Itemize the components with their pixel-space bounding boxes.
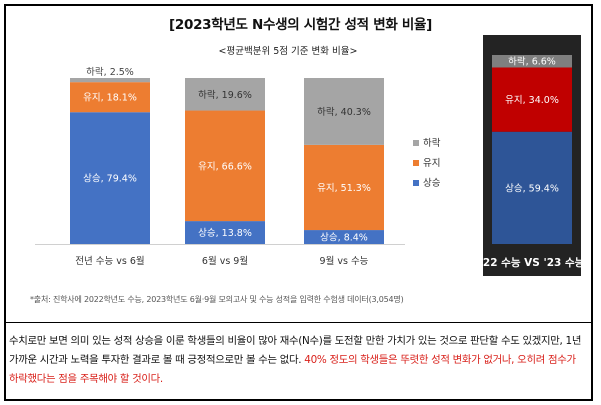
bar-하락-0 [70, 78, 150, 83]
chart-title: [2023학년도 N수생의 시험간 성적 변화 비율] [169, 17, 432, 33]
data-label-유지-1: 유지, 66.6% [198, 161, 252, 172]
panel-bar-상승 [492, 131, 572, 244]
data-label-하락-0: 하락, 2.5% [86, 66, 134, 78]
data-label-상승-2: 상승, 8.4% [320, 233, 368, 244]
category-label-0: 전년 수능 vs 6월 [75, 255, 144, 267]
panel-data-label-상승: 상승, 59.4% [505, 183, 559, 194]
legend-swatch-하락 [413, 140, 419, 146]
source-note: *출처: 진학사에 2022학년도 수능, 2023학년도 6월·9월 모의고사… [30, 295, 404, 304]
legend-swatch-유지 [413, 160, 419, 166]
legend-swatch-상승 [413, 180, 419, 186]
figure-frame [4, 4, 593, 322]
chart-subtitle: <평균백분위 5점 기준 변화 비율> [218, 46, 358, 57]
commentary-part-1: 수치로만 보면 의미 있는 성적 상승을 이룬 학생들의 비율이 많아 재수(N… [9, 335, 582, 366]
category-label-1: 6월 vs 9월 [202, 255, 248, 267]
data-label-유지-2: 유지, 51.3% [317, 183, 371, 194]
panel-data-label-유지: 유지, 34.0% [505, 95, 559, 106]
bar-하락-2 [304, 78, 384, 145]
data-label-상승-1: 상승, 13.8% [198, 228, 252, 239]
bar-유지-1 [185, 110, 265, 222]
commentary-text: 수치로만 보면 의미 있는 성적 상승을 이룬 학생들의 비율이 많아 재수(N… [9, 332, 589, 389]
data-label-하락-2: 하락, 40.3% [317, 106, 371, 118]
bar-상승-1 [185, 221, 265, 244]
panel-bar-유지 [492, 67, 572, 132]
bar-하락-1 [185, 78, 265, 111]
legend-label-유지: 유지 [423, 158, 440, 169]
data-label-유지-0: 유지, 18.1% [83, 93, 137, 104]
legend-label-하락: 하락 [423, 137, 441, 149]
data-label-하락-1: 하락, 19.6% [198, 89, 252, 101]
panel-bar-하락 [492, 55, 572, 68]
bar-유지-2 [304, 144, 384, 231]
panel-category-label: '22 수능 VS '23 수능 [480, 257, 585, 269]
category-label-2: 9월 vs 수능 [320, 255, 369, 267]
bar-상승-2 [304, 230, 384, 244]
bar-유지-0 [70, 82, 150, 113]
legend-label-상승: 상승 [423, 178, 441, 189]
note-frame [4, 322, 593, 401]
bar-상승-0 [70, 112, 150, 244]
panel-data-label-하락: 하락, 6.6% [508, 56, 556, 68]
commentary-highlight: 40% 정도의 학생들은 뚜렷한 성적 변화가 없거나, 오히려 점수가 하락했… [9, 354, 576, 385]
data-label-상승-0: 상승, 79.4% [83, 174, 137, 185]
